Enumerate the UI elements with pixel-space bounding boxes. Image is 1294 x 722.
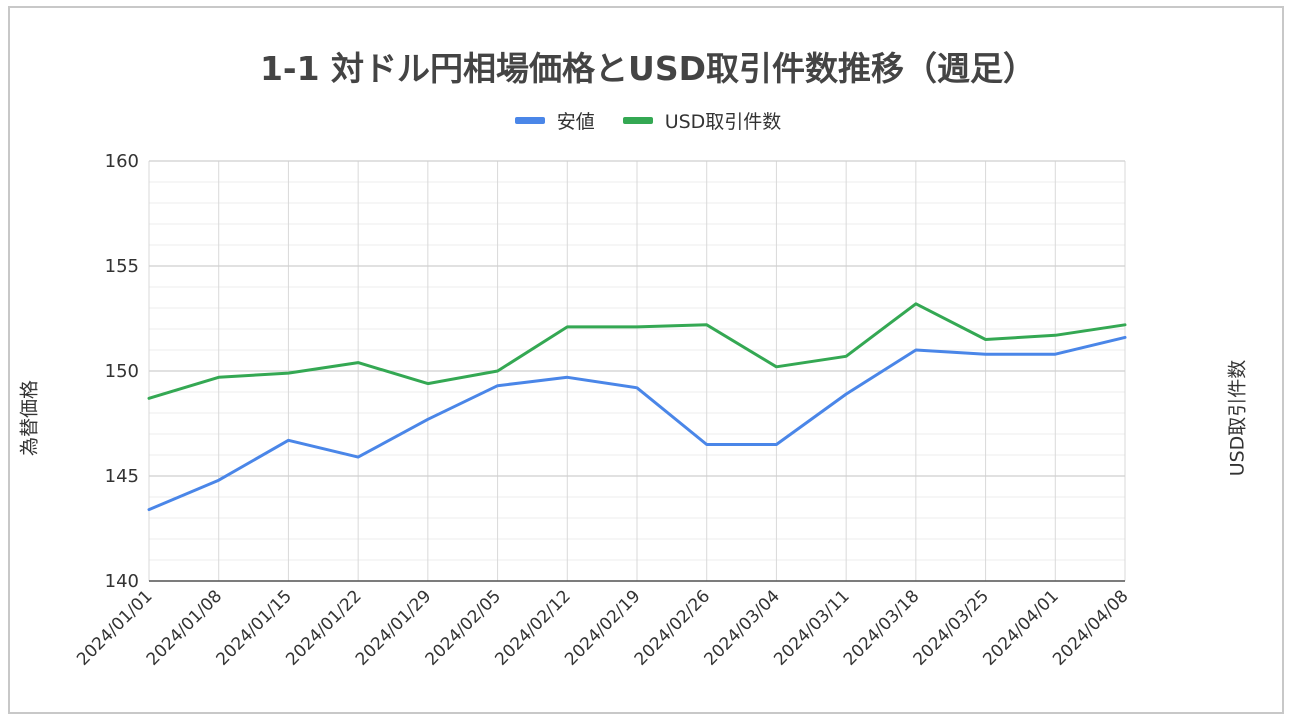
- x-tick-label: 2024/04/08: [1049, 586, 1132, 669]
- y-tick-label: 150: [105, 361, 139, 382]
- y-tick-label: 140: [105, 571, 139, 592]
- chart-frame: 1-1 対ドル円相場価格とUSD取引件数推移（週足） 安値 USD取引件数: [8, 6, 1284, 714]
- legend-swatch-usd-count: [622, 117, 653, 124]
- legend-item-low: 安値: [514, 107, 595, 134]
- series-line-0: [147, 335, 1127, 512]
- legend-label-low: 安値: [556, 111, 595, 133]
- series-line-1: [147, 302, 1127, 400]
- y-tick-label: 155: [105, 256, 139, 277]
- y-tick-label: 145: [105, 466, 139, 487]
- legend-item-usd-count: USD取引件数: [622, 107, 782, 134]
- legend-label-usd-count: USD取引件数: [664, 111, 782, 133]
- legend-swatch-low: [514, 117, 545, 124]
- y-tick-label: 160: [105, 151, 139, 172]
- chart-title: 1-1 対ドル円相場価格とUSD取引件数推移（週足）: [259, 49, 1037, 88]
- chart-legend: 安値 USD取引件数: [10, 107, 1286, 134]
